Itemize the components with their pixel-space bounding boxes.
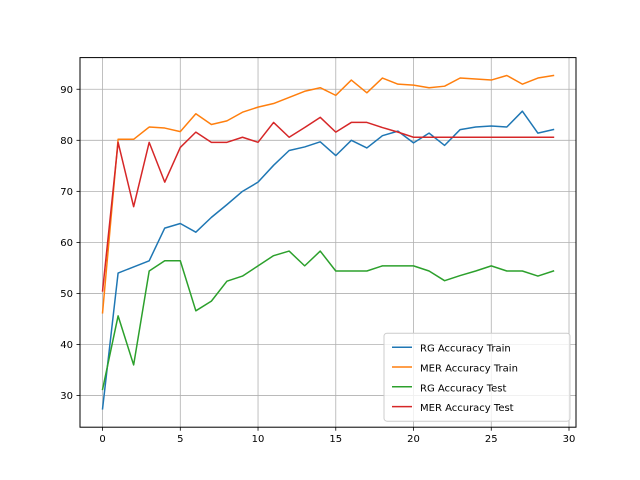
y-axis: 30 40 50 60 70 80 90: [60, 85, 80, 402]
x-tick-label: 30: [563, 434, 576, 445]
series-lines: [101, 74, 555, 410]
y-tick-label: 60: [60, 238, 73, 249]
y-tick-label: 90: [60, 85, 73, 96]
series-line-mer-accuracy-test: [101, 116, 555, 292]
series-line-rg-accuracy-test: [101, 250, 555, 391]
series-line-mer-accuracy-train: [101, 74, 555, 314]
x-tick-label: 20: [407, 434, 420, 445]
y-tick-label: 80: [60, 136, 73, 147]
x-tick-label: 15: [329, 434, 342, 445]
x-axis: 0 5 10 15 20 25 30: [99, 427, 575, 445]
legend-label: RG Accuracy Test: [420, 383, 506, 394]
series-line-rg-accuracy-train: [101, 110, 555, 410]
x-tick-label: 0: [99, 434, 105, 445]
x-tick-label: 5: [177, 434, 183, 445]
legend-label: MER Accuracy Train: [420, 364, 518, 375]
legend: RG Accuracy Train MER Accuracy Train RG Ac…: [383, 332, 571, 422]
x-tick-label: 10: [252, 434, 265, 445]
y-tick-label: 40: [60, 340, 73, 351]
y-tick-label: 70: [60, 187, 73, 198]
y-tick-label: 30: [60, 391, 73, 402]
y-tick-label: 50: [60, 289, 73, 300]
legend-label: RG Accuracy Train: [420, 344, 511, 355]
legend-box: [383, 332, 571, 422]
legend-label: MER Accuracy Test: [420, 403, 514, 414]
grid: [80, 57, 576, 428]
x-tick-label: 25: [485, 434, 498, 445]
